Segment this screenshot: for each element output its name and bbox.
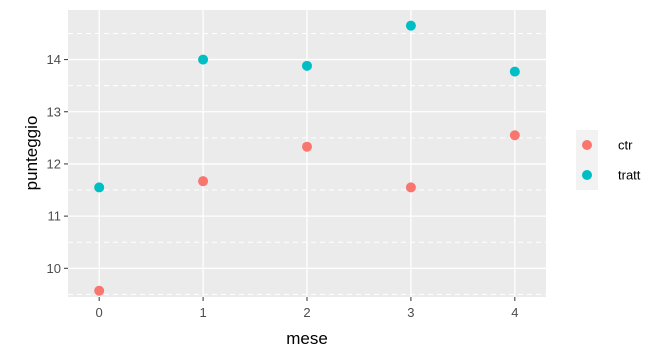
point-ctr xyxy=(198,176,209,187)
legend-key-ctr xyxy=(582,140,592,150)
x-axis-title: mese xyxy=(286,329,328,348)
x-tick-label: 0 xyxy=(96,305,103,320)
point-ctr xyxy=(94,285,105,296)
y-tick-label: 14 xyxy=(47,52,61,67)
y-axis-ticks: 10 11 12 13 14 xyxy=(47,52,68,276)
point-tratt xyxy=(94,182,105,193)
x-axis-ticks: 0 1 2 3 4 xyxy=(96,297,518,320)
data-points xyxy=(94,20,520,296)
x-tick-label: 2 xyxy=(303,305,310,320)
point-ctr xyxy=(405,182,416,193)
y-tick-label: 13 xyxy=(47,104,61,119)
point-tratt xyxy=(405,20,416,31)
x-tick-label: 3 xyxy=(407,305,414,320)
y-tick-label: 12 xyxy=(47,156,61,171)
major-gridlines xyxy=(68,10,546,297)
y-tick-label: 11 xyxy=(48,209,62,224)
point-ctr xyxy=(509,130,520,141)
point-tratt xyxy=(509,66,520,77)
legend-label-tratt: tratt xyxy=(618,168,641,183)
x-tick-label: 1 xyxy=(199,305,206,320)
legend-label-ctr: ctr xyxy=(618,138,633,153)
legend-key-tratt xyxy=(582,170,592,180)
legend-key-background xyxy=(576,130,598,190)
point-tratt xyxy=(198,54,209,65)
y-axis-title: punteggio xyxy=(22,116,41,191)
x-tick-label: 4 xyxy=(511,305,518,320)
y-tick-label: 10 xyxy=(47,261,61,276)
point-ctr xyxy=(302,141,312,152)
legend: ctr tratt xyxy=(576,130,641,190)
point-tratt xyxy=(302,60,312,71)
